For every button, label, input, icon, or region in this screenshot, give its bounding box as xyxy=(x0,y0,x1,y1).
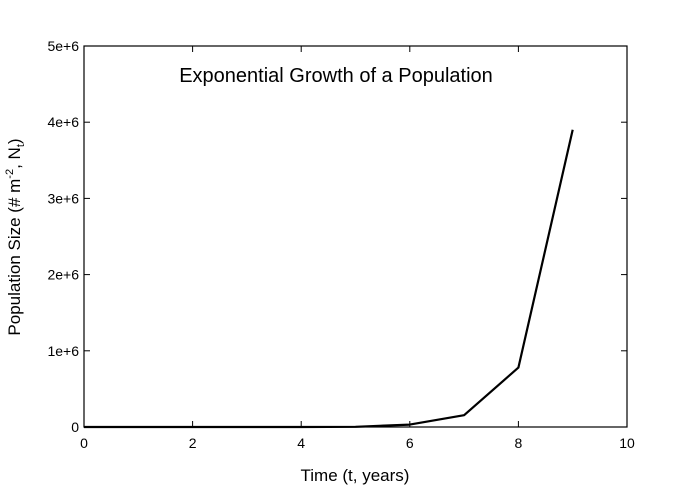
plot-frame xyxy=(83,45,628,428)
y-tick-label: 4e+6 xyxy=(47,114,79,130)
y-axis-title: Population Size (# m-2, Nt) xyxy=(4,138,27,335)
y-axis-title-sup: -2 xyxy=(4,169,16,179)
plot-area-border xyxy=(83,45,628,428)
y-tick-label: 0 xyxy=(71,419,79,435)
x-tick-label: 10 xyxy=(619,435,635,451)
x-tick-label: 4 xyxy=(297,435,305,451)
series-line xyxy=(84,129,574,429)
chart-title: Exponential Growth of a Population xyxy=(179,65,493,87)
x-axis-title: Time (t, years) xyxy=(301,466,410,485)
y-tick-label: 5e+6 xyxy=(47,38,79,54)
y-axis-title-middle: , N xyxy=(5,147,24,169)
y-tick-label: 1e+6 xyxy=(47,343,79,359)
x-tick-label: 8 xyxy=(515,435,523,451)
y-axis-title-end: ) xyxy=(5,138,24,144)
x-tick-label: 6 xyxy=(406,435,414,451)
x-tick-label: 2 xyxy=(189,435,197,451)
x-tick-label: 0 xyxy=(80,435,88,451)
axis-ticks: 0 2 4 6 8 10 0 1e+6 2e+6 3e+6 4e+6 5e+6 xyxy=(47,38,635,451)
y-tick-label: 2e+6 xyxy=(47,267,79,283)
y-tick-label: 3e+6 xyxy=(47,190,79,206)
y-axis-title-base: Population Size (# m xyxy=(5,179,24,336)
y-axis-title-sub: t xyxy=(15,144,27,147)
series-layer xyxy=(84,129,574,429)
